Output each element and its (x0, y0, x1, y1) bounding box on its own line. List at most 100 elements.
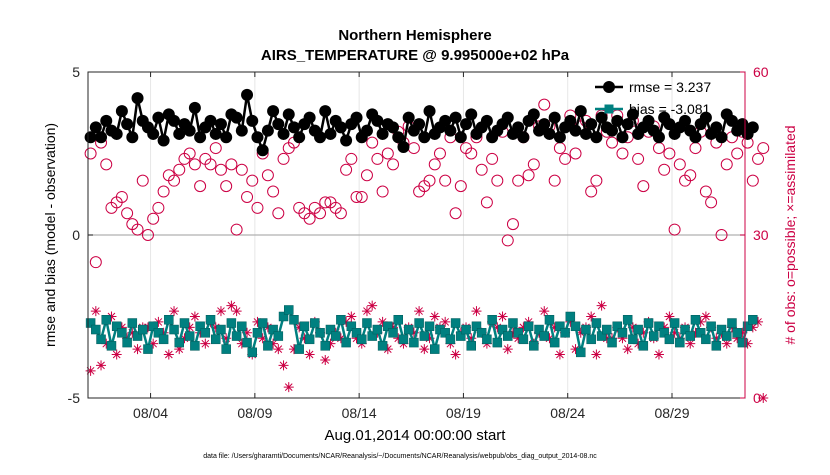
assimilated-obs-marker (669, 327, 680, 338)
possible-obs-marker (350, 190, 363, 203)
possible-obs-marker (522, 169, 535, 182)
assimilated-obs-marker (132, 344, 143, 355)
rmse-marker (397, 140, 410, 153)
assimilated-obs-marker (408, 327, 419, 338)
assimilated-obs-marker (90, 306, 101, 317)
bias-marker (205, 315, 216, 325)
bias-marker (268, 324, 278, 335)
assimilated-obs-marker (565, 316, 576, 327)
bias-marker (450, 318, 461, 328)
bias-marker (424, 321, 435, 332)
rmse-marker (95, 131, 108, 144)
bias-marker (221, 344, 231, 354)
rmse-marker (418, 131, 431, 144)
possible-obs-marker (277, 152, 290, 165)
possible-obs-marker (746, 174, 759, 187)
bias-marker (153, 328, 164, 338)
rmse-marker (574, 105, 587, 118)
bias-marker (565, 311, 576, 322)
y-tick-label-right: 30 (753, 227, 769, 243)
bias-marker (513, 328, 523, 338)
rmse-marker (121, 118, 134, 131)
rmse-marker (334, 121, 347, 134)
possible-obs-marker (548, 174, 561, 187)
rmse-marker (287, 121, 300, 134)
possible-obs-marker (376, 185, 389, 198)
possible-obs-marker (230, 223, 243, 236)
legend-rmse-marker (603, 81, 615, 93)
chart-title-line-2: AIRS_TEMPERATURE @ 9.995000e+02 hPa (261, 47, 570, 64)
bias-marker (544, 315, 555, 325)
bias-marker (388, 328, 398, 338)
bias-marker (211, 334, 221, 345)
possible-obs-marker (668, 223, 681, 236)
assimilated-obs-marker (252, 316, 263, 327)
bias-marker (284, 305, 294, 315)
assimilated-obs-marker (142, 322, 153, 333)
assimilated-obs-marker (570, 344, 581, 355)
assimilated-obs-marker (268, 338, 279, 349)
rmse-marker (715, 131, 728, 144)
possible-obs-marker (512, 174, 525, 187)
x-axis-label: Aug.01,2014 00:00:00 start (325, 427, 507, 444)
bias-marker (503, 331, 513, 341)
assimilated-obs-marker (617, 333, 628, 344)
bias-marker (539, 331, 549, 341)
rmse-marker (115, 105, 128, 118)
bias-marker (226, 318, 237, 328)
bias-marker (633, 324, 643, 335)
bias-marker (184, 331, 195, 341)
assimilated-obs-marker (346, 311, 357, 322)
assimilated-obs-marker (210, 322, 221, 333)
rmse-marker (606, 124, 619, 137)
rmse-marker (465, 108, 478, 121)
assimilated-obs-marker (575, 327, 586, 338)
possible-obs-marker (366, 136, 379, 149)
bias-marker (622, 315, 633, 325)
rmse-marker (314, 131, 327, 144)
rmse-marker (517, 131, 530, 144)
bias-marker (304, 334, 315, 345)
assimilated-obs-marker (539, 306, 550, 317)
possible-obs-marker (423, 174, 436, 187)
bias-marker (456, 331, 466, 341)
bias-marker (716, 324, 727, 335)
x-tick-label: 08/19 (446, 405, 481, 421)
assimilated-obs-marker (106, 311, 117, 322)
assimilated-obs-marker (351, 333, 362, 344)
bias-marker (612, 321, 622, 332)
bias-marker (706, 321, 716, 332)
assimilated-obs-marker (304, 349, 315, 360)
assimilated-obs-marker (262, 322, 273, 333)
bias-marker (607, 337, 617, 348)
assimilated-obs-marker (596, 300, 607, 311)
legend-label: bias = -3.081 (629, 101, 711, 117)
assimilated-obs-marker (732, 333, 743, 344)
assimilated-obs-marker (737, 327, 748, 338)
assimilated-obs-marker (554, 349, 565, 360)
bias-marker (487, 315, 497, 325)
rmse-marker (319, 105, 332, 118)
rmse-marker (480, 114, 493, 127)
bias-marker (299, 321, 310, 332)
rmse-marker (168, 114, 181, 127)
possible-obs-marker (141, 229, 154, 241)
possible-obs-marker (428, 158, 441, 171)
possible-obs-marker (433, 147, 446, 160)
rmse-marker (110, 127, 123, 140)
bias-marker (237, 321, 247, 332)
bias-marker (341, 337, 351, 348)
rmse-marker (585, 118, 598, 131)
possible-obs-marker (658, 163, 671, 176)
possible-obs-marker (209, 142, 222, 155)
possible-obs-marker (214, 163, 227, 176)
possible-obs-marker (757, 142, 770, 155)
bias-marker (247, 347, 257, 358)
rmse-marker (679, 114, 692, 127)
possible-obs-marker (663, 147, 676, 160)
possible-obs-marker (590, 174, 603, 187)
assimilated-obs-marker (591, 349, 602, 360)
rmse-marker (194, 131, 207, 144)
rmse-marker (392, 131, 405, 144)
rmse-marker (652, 131, 665, 144)
